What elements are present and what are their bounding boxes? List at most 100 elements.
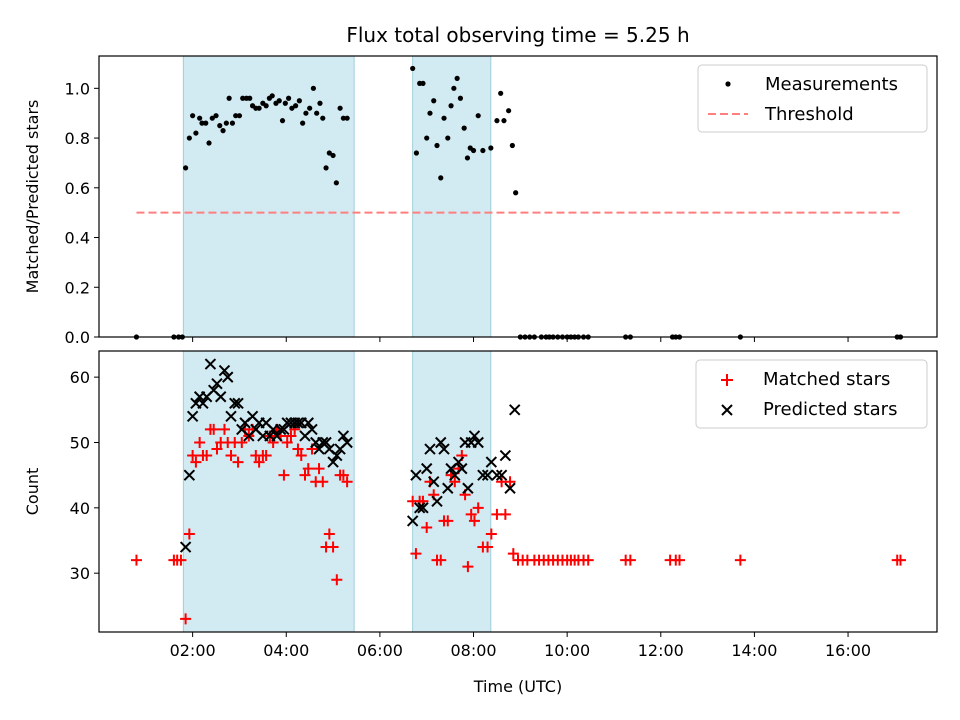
predicted-star-point xyxy=(327,456,339,468)
y-tick-label: 0.8 xyxy=(65,129,90,148)
predicted-star-point xyxy=(406,515,419,527)
measurement-point xyxy=(229,120,236,126)
predicted-star-point xyxy=(204,358,217,370)
predicted-star-point xyxy=(306,423,318,436)
predicted-star-point xyxy=(292,417,304,429)
predicted-star-point xyxy=(186,410,199,423)
measurement-point xyxy=(431,98,437,104)
y-tick-label: 30 xyxy=(70,564,90,583)
measurement-point xyxy=(276,98,282,104)
measurement-point xyxy=(203,120,209,126)
legend-marker-predicted xyxy=(721,404,733,416)
predicted-star-point xyxy=(424,443,436,455)
legend-marker-matched xyxy=(721,374,733,386)
measurement-point xyxy=(193,130,199,136)
axes-frame xyxy=(98,350,938,633)
predicted-star-point xyxy=(413,502,426,514)
measurement-point xyxy=(480,147,486,154)
measurement-point xyxy=(330,152,336,159)
matched-star-point xyxy=(485,528,497,540)
x-tick-label: 02:00 xyxy=(170,641,216,660)
y-tick-label: 0.0 xyxy=(65,328,90,347)
measurement-point xyxy=(286,95,292,101)
predicted-star-point xyxy=(452,456,465,468)
matched-star-point xyxy=(323,528,335,540)
x-axis-label: Time (UTC) xyxy=(473,677,562,696)
x-tick-label: 04:00 xyxy=(263,641,309,660)
matched-star-point xyxy=(442,515,454,527)
matched-star-point xyxy=(317,476,329,488)
predicted-star-point xyxy=(438,443,450,455)
predicted-star-point xyxy=(410,469,422,481)
measurement-point xyxy=(310,85,317,91)
matched-star-point xyxy=(472,502,484,514)
legend-label-predicted: Predicted stars xyxy=(763,399,897,420)
y-tick-label: 0.4 xyxy=(65,229,90,248)
predicted-star-point xyxy=(456,462,468,475)
measurement-point xyxy=(340,115,346,121)
matched-star-point xyxy=(130,554,142,566)
matched-star-point xyxy=(507,548,519,560)
measurement-point xyxy=(303,110,309,116)
matched-star-point xyxy=(313,463,325,475)
predicted-star-point xyxy=(462,482,474,494)
measurement-point xyxy=(488,145,494,151)
matched-star-point xyxy=(462,561,474,573)
predicted-star-point xyxy=(472,436,484,449)
ratio-axes: 0.0 0.2 0.4 0.6 0.8 1.0 xyxy=(65,79,849,347)
measurement-point xyxy=(197,115,203,121)
measurement-point xyxy=(317,100,323,106)
matched-star-point xyxy=(281,436,293,448)
matched-star-point xyxy=(341,476,353,488)
matched-star-point xyxy=(468,515,480,527)
y-axis-label: Matched/Predicted stars xyxy=(23,100,42,294)
matched-star-point xyxy=(624,554,636,566)
measurement-point xyxy=(296,98,302,104)
x-tick-label: 08:00 xyxy=(450,641,496,660)
measurement-point xyxy=(509,142,515,149)
predicted-star-point xyxy=(504,482,516,494)
predicted-star-point xyxy=(337,430,350,442)
measurement-point xyxy=(438,175,444,181)
measurement-point xyxy=(220,128,226,134)
measurement-point xyxy=(454,75,460,81)
matched-star-point xyxy=(211,443,223,455)
measurement-point xyxy=(307,105,313,111)
x-tick-label: 06:00 xyxy=(357,641,403,660)
matched-star-point xyxy=(504,476,516,488)
predicted-star-point xyxy=(442,482,454,494)
measurement-point xyxy=(457,95,464,101)
predicted-star-point xyxy=(421,462,433,475)
measurement-point xyxy=(236,113,243,119)
measurement-point xyxy=(410,65,416,72)
measurement-point xyxy=(413,150,420,156)
matched-star-point xyxy=(187,450,199,462)
measurement-point xyxy=(333,180,339,186)
predicted-star-point xyxy=(225,410,237,423)
predicted-star-point xyxy=(431,495,443,508)
ratio-marks xyxy=(133,65,904,340)
measurement-point xyxy=(475,113,481,119)
y-tick-label: 60 xyxy=(70,368,90,387)
predicted-star-point xyxy=(495,469,508,481)
measurement-point xyxy=(461,125,467,131)
measurement-point xyxy=(190,113,196,119)
matched-star-point xyxy=(201,450,213,462)
observing-span xyxy=(182,350,355,633)
measurement-point xyxy=(282,100,288,106)
measurement-point xyxy=(506,108,512,114)
matched-star-point xyxy=(175,554,187,566)
legend: Matched stars Predicted stars xyxy=(695,359,928,429)
measurement-point xyxy=(441,115,447,121)
y-tick-label: 40 xyxy=(70,499,90,518)
measurement-point xyxy=(279,118,286,124)
measurement-point xyxy=(183,165,189,171)
chart-title: Flux total observing time = 5.25 h xyxy=(346,23,689,47)
predicted-star-point xyxy=(499,449,512,462)
predicted-star-point xyxy=(218,364,231,377)
measurement-point xyxy=(451,85,457,91)
matched-star-point xyxy=(292,443,304,455)
matched-star-point xyxy=(278,469,290,481)
y-axis-label: Count xyxy=(23,468,42,516)
count-axes: 30 40 50 60 02:00 04:00 06:00 08:00 10:00 12:00 14… xyxy=(70,368,871,660)
